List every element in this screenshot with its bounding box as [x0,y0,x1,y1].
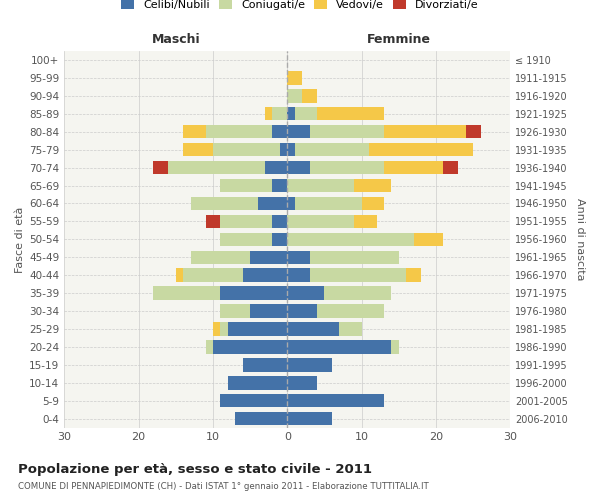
Y-axis label: Anni di nascita: Anni di nascita [575,198,585,280]
Bar [257,196,287,210]
Bar [287,214,354,228]
Bar [272,179,287,192]
Bar [206,340,213,353]
Bar [154,161,169,174]
Bar [384,125,466,138]
Bar [295,143,369,156]
Bar [287,196,295,210]
Bar [220,179,272,192]
Legend: Celibi/Nubili, Coniugati/e, Vedovi/e, Divorziati/e: Celibi/Nubili, Coniugati/e, Vedovi/e, Di… [118,0,482,13]
Bar [287,179,354,192]
Bar [302,89,317,102]
Bar [317,304,384,318]
Bar [287,143,295,156]
Bar [191,196,257,210]
Bar [154,286,220,300]
Bar [183,125,206,138]
Bar [310,125,384,138]
Bar [391,340,399,353]
Bar [317,107,384,120]
Bar [443,161,458,174]
Bar [220,304,250,318]
Bar [235,412,287,426]
Bar [169,161,265,174]
Bar [310,250,399,264]
Bar [220,394,287,407]
Text: Femmine: Femmine [367,32,431,46]
Bar [287,232,413,246]
Bar [183,268,242,282]
Bar [369,143,473,156]
Text: COMUNE DI PENNAPIEDIMONTE (CH) - Dati ISTAT 1° gennaio 2011 - Elaborazione TUTTI: COMUNE DI PENNAPIEDIMONTE (CH) - Dati IS… [18,482,429,491]
Bar [272,232,287,246]
Bar [228,322,287,336]
Bar [287,412,332,426]
Bar [287,71,302,85]
Bar [287,358,332,372]
Bar [362,196,384,210]
Bar [287,161,310,174]
Bar [287,340,391,353]
Bar [183,143,213,156]
Bar [213,322,220,336]
Bar [191,250,250,264]
Bar [295,196,362,210]
Text: Popolazione per età, sesso e stato civile - 2011: Popolazione per età, sesso e stato civil… [18,462,372,475]
Bar [242,268,287,282]
Bar [287,286,325,300]
Bar [272,125,287,138]
Bar [287,268,310,282]
Bar [176,268,183,282]
Bar [295,107,317,120]
Bar [287,376,317,390]
Bar [213,340,287,353]
Bar [213,143,280,156]
Bar [206,125,272,138]
Bar [310,161,384,174]
Bar [220,322,228,336]
Bar [242,358,287,372]
Bar [287,89,302,102]
Bar [413,232,443,246]
Bar [220,232,272,246]
Bar [272,214,287,228]
Bar [384,161,443,174]
Text: Maschi: Maschi [151,32,200,46]
Bar [250,304,287,318]
Bar [206,214,220,228]
Bar [272,107,287,120]
Bar [287,250,310,264]
Bar [287,107,295,120]
Bar [340,322,362,336]
Bar [265,107,272,120]
Bar [466,125,481,138]
Bar [287,394,384,407]
Bar [228,376,287,390]
Bar [354,179,391,192]
Bar [250,250,287,264]
Y-axis label: Fasce di età: Fasce di età [15,206,25,272]
Bar [325,286,391,300]
Bar [220,214,272,228]
Bar [287,322,340,336]
Bar [354,214,377,228]
Bar [287,304,317,318]
Bar [220,286,287,300]
Bar [280,143,287,156]
Bar [287,125,310,138]
Bar [310,268,406,282]
Bar [406,268,421,282]
Bar [265,161,287,174]
